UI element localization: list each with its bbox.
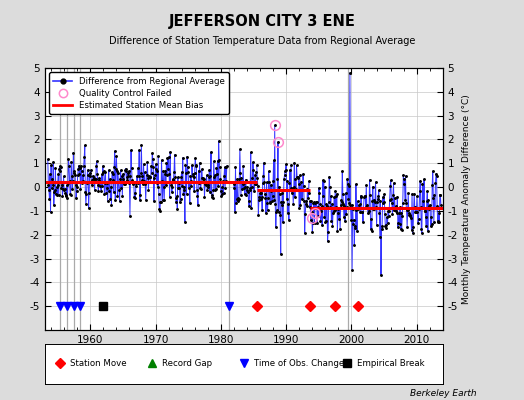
- Text: Station Move: Station Move: [70, 359, 127, 368]
- Text: Record Gap: Record Gap: [162, 359, 212, 368]
- Legend: Difference from Regional Average, Quality Control Failed, Estimated Station Mean: Difference from Regional Average, Qualit…: [49, 72, 229, 114]
- Text: Empirical Break: Empirical Break: [357, 359, 425, 368]
- Text: JEFFERSON CITY 3 ENE: JEFFERSON CITY 3 ENE: [169, 14, 355, 29]
- Text: Difference of Station Temperature Data from Regional Average: Difference of Station Temperature Data f…: [109, 36, 415, 46]
- Y-axis label: Monthly Temperature Anomaly Difference (°C): Monthly Temperature Anomaly Difference (…: [462, 94, 471, 304]
- Text: Berkeley Earth: Berkeley Earth: [410, 389, 477, 398]
- Text: Time of Obs. Change: Time of Obs. Change: [254, 359, 344, 368]
